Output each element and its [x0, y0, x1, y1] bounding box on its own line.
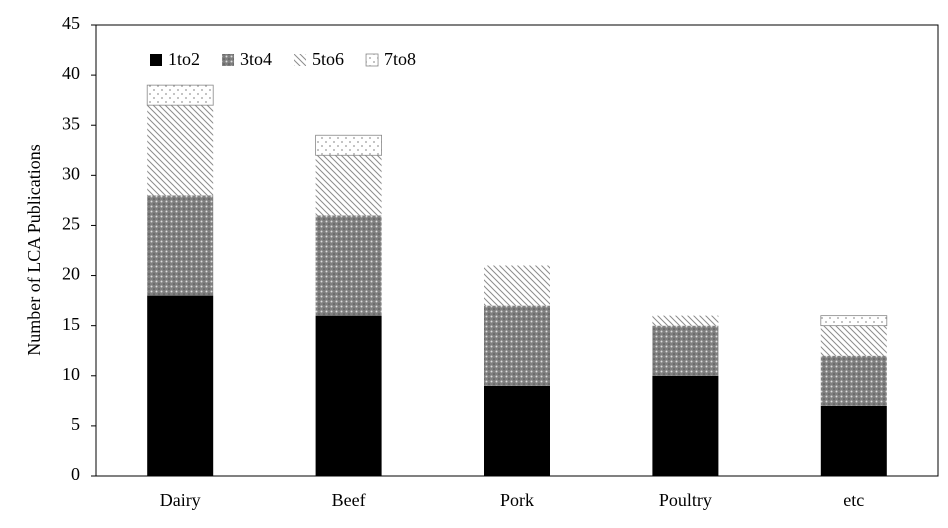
- bar-segment: [484, 385, 550, 476]
- y-tick-label: 5: [71, 414, 80, 434]
- bar-segment: [315, 315, 382, 476]
- y-tick-label: 45: [62, 13, 80, 33]
- bar-segment: [484, 265, 550, 306]
- bar-segment: [147, 295, 214, 476]
- bar-segment: [820, 355, 887, 406]
- y-tick-label: 40: [62, 63, 80, 83]
- y-tick-label: 20: [62, 264, 80, 284]
- bar-segment: [147, 195, 214, 296]
- bar-segment: [315, 134, 383, 156]
- x-tick-label: Dairy: [160, 490, 201, 510]
- y-tick-label: 25: [62, 214, 80, 234]
- legend-label: 1to2: [168, 49, 200, 69]
- bar-segment: [652, 325, 719, 376]
- bar-segment: [315, 215, 382, 316]
- bar-segment: [315, 155, 382, 216]
- legend-swatch: [222, 54, 235, 66]
- bar-segment: [820, 315, 888, 327]
- legend-label: 3to4: [240, 49, 272, 69]
- legend-swatch: [294, 54, 307, 66]
- bar-segment: [652, 375, 719, 476]
- legend-swatch: [365, 53, 379, 67]
- x-tick-label: Poultry: [659, 490, 712, 510]
- bar-segment: [484, 305, 550, 386]
- y-tick-label: 10: [62, 364, 80, 384]
- x-tick-label: etc: [843, 490, 864, 510]
- legend-label: 5to6: [312, 49, 344, 69]
- y-tick-label: 15: [62, 314, 80, 334]
- legend-label: 7to8: [384, 49, 416, 69]
- x-tick-label: Beef: [332, 490, 366, 510]
- bar-segment: [652, 315, 719, 326]
- y-axis-label: Number of LCA Publications: [24, 144, 44, 355]
- y-tick-label: 30: [62, 163, 80, 183]
- legend-swatch: [150, 54, 162, 66]
- x-tick-label: Pork: [500, 490, 534, 510]
- y-tick-label: 35: [62, 113, 80, 133]
- bar-segment: [820, 325, 887, 356]
- bar-segment: [146, 84, 214, 106]
- bar-segment: [147, 105, 214, 196]
- bar-segment: [820, 405, 887, 476]
- y-tick-label: 0: [71, 464, 80, 484]
